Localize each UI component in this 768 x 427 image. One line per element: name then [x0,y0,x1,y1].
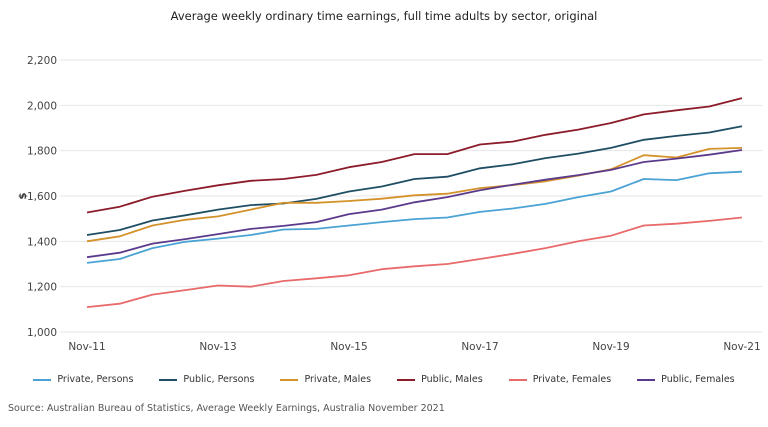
legend-item: Private, Females [508,374,612,385]
legend-item: Private, Males [280,374,371,385]
x-tick-label: Nov-21 [723,341,760,353]
y-tick-label: 2,000 [27,100,57,112]
line-chart: 1,000 1,200 1,400 1,600 1,800 2,000 2,200 $ Nov-… [18,55,762,353]
legend-label: Public, Males [421,374,483,385]
legend-item: Private, Persons [33,374,133,385]
x-tick-label: Nov-11 [68,341,105,353]
series-line-public-persons [86,125,743,236]
legend-item: Public, Females [637,374,735,385]
legend-swatch [397,378,416,381]
legend-swatch [159,378,178,381]
legend-label: Private, Persons [57,374,134,385]
source-note: Source: Australian Bureau of Statistics,… [8,403,445,414]
legend-label: Public, Females [661,374,735,385]
y-tick-label: 1,400 [27,236,57,248]
y-tick-label: 1,200 [27,282,57,294]
series-line-public-females [86,149,743,259]
chart-title: Average weekly ordinary time earnings, f… [170,9,598,23]
legend-label: Private, Females [532,374,612,385]
x-tick-label: Nov-19 [592,341,629,353]
series-line-private-persons [86,170,743,264]
series-line-public-males [86,97,743,214]
legend-item: Public, Persons [159,374,254,385]
y-axis-label: $ [18,192,29,199]
x-tick-label: Nov-17 [461,341,498,353]
series-line-private-females [86,216,743,308]
y-tick-label: 1,600 [27,191,57,203]
y-tick-label: 1,000 [27,327,57,339]
legend-swatch [637,378,656,381]
x-tick-label: Nov-15 [330,341,367,353]
legend-swatch [280,378,299,381]
series-line-private-males [86,147,743,243]
legend-label: Public, Persons [183,374,255,385]
legend-item: Public, Males [397,374,483,385]
y-tick-label: 2,200 [27,55,57,67]
x-tick-label: Nov-13 [199,341,236,353]
y-tick-label: 1,800 [27,146,57,158]
legend-label: Private, Males [304,374,372,385]
legend-swatch [33,378,52,381]
legend: Private, Persons Public, Persons Private, … [0,374,768,385]
legend-swatch [508,378,527,381]
